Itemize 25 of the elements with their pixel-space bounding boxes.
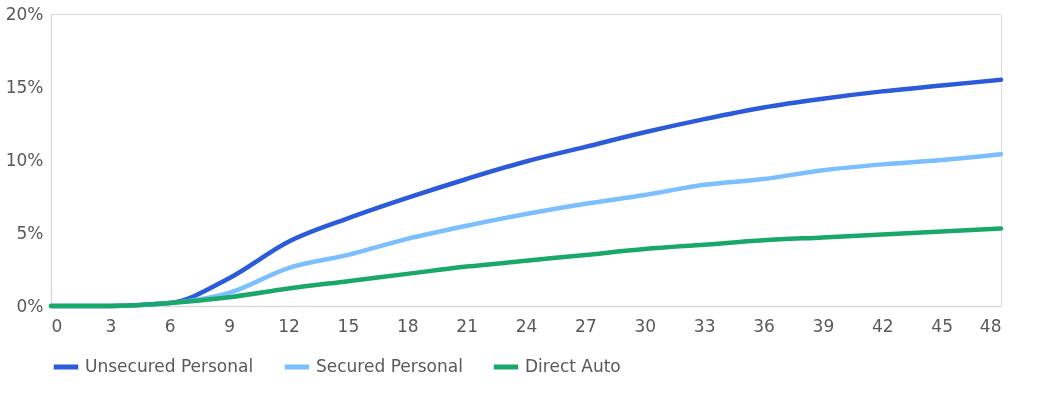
x-tick-label: 36 [753,315,775,336]
x-tick-label: 45 [931,315,953,336]
x-tick-label: 24 [515,315,538,336]
x-tick-label: 21 [456,315,478,336]
x-tick-label: 0 [51,315,63,336]
x-tick-label: 42 [871,315,894,336]
x-tick-label: 18 [396,315,419,336]
x-tick-label: 48 [979,315,1002,336]
y-tick-label: 20% [5,3,44,24]
legend-label: Secured Personal [316,356,463,376]
y-tick-label: 0% [16,295,44,316]
x-tick-label: 15 [337,315,360,336]
x-tick-label: 39 [812,315,835,336]
y-tick-label: 5% [16,222,44,243]
legend-label: Direct Auto [525,356,621,376]
x-tick-label: 9 [224,315,236,336]
x-tick-label: 27 [575,315,597,336]
x-tick-label: 30 [634,315,657,336]
x-tick-label: 12 [278,315,300,336]
x-tick-label: 6 [164,315,176,336]
y-tick-label: 10% [5,149,44,170]
x-tick-label: 33 [693,315,716,336]
x-tick-label: 3 [105,315,117,336]
y-tick-label: 15% [5,76,44,97]
legend-label: Unsecured Personal [85,356,254,376]
